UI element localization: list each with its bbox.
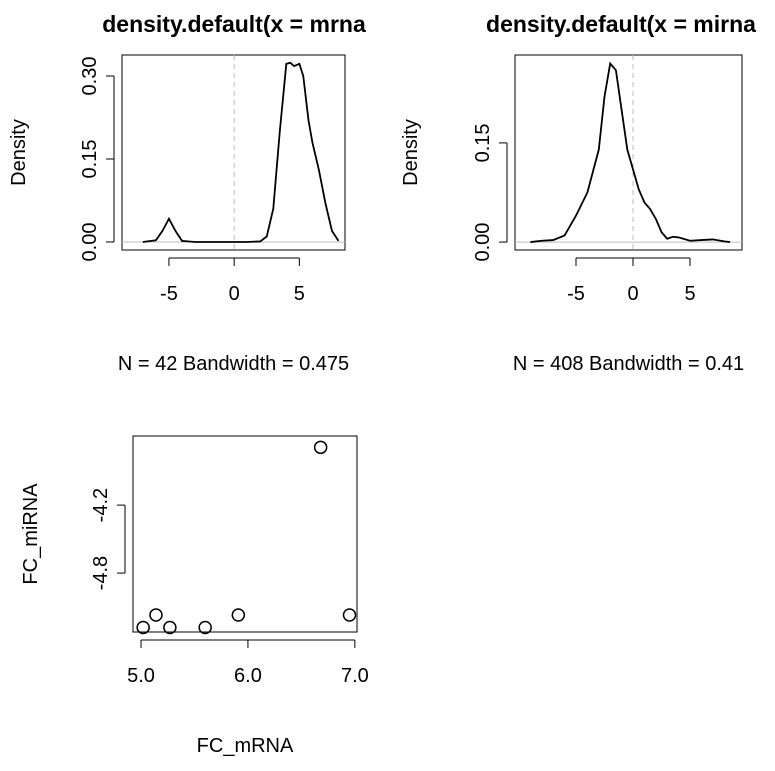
x-tick-label: 5.0 [127, 665, 155, 687]
density-line [142, 61, 340, 243]
point [149, 608, 163, 622]
plot-box [121, 54, 346, 251]
x-tick-label: 0 [229, 283, 240, 305]
panel: density.default(x = mrna N = 42 Bandwidth… [8, 11, 366, 375]
panel: density.default(x = mirna N = 408 Bandwid… [400, 11, 756, 375]
point [313, 440, 328, 455]
x-tick-label: 6.0 [234, 665, 262, 687]
x-tick-label: -5 [160, 283, 178, 305]
point [136, 620, 150, 635]
y-axis-label: Density [400, 119, 422, 186]
panel: FC_mRNA FC_miRNA 5.0 6.0 7.0 -4.2 -4.8 [20, 435, 369, 757]
y-tick-label: 0.15 [472, 123, 494, 162]
x-tick-label: 5 [684, 283, 695, 305]
chart-title: density.default(x = mirna [486, 11, 756, 37]
y-axis-label: FC_miRNA [20, 483, 42, 585]
y-tick-label: 0.00 [472, 223, 494, 262]
subtitle: N = 42 Bandwidth = 0.475 [118, 353, 349, 375]
x-tick-label: 0 [627, 283, 638, 305]
y-tick-label: 0.15 [79, 140, 101, 179]
point [198, 620, 212, 635]
x-tick-label: 5 [294, 283, 305, 305]
point [342, 608, 357, 622]
subtitle: N = 408 Bandwidth = 0.41 [513, 353, 744, 375]
point [231, 608, 246, 622]
y-tick-label: -4.8 [90, 556, 112, 590]
density-line [530, 61, 731, 243]
y-tick-label: 0.30 [79, 57, 101, 96]
y-tick-label: 0.00 [79, 223, 101, 262]
x-axis-label: FC_mRNA [197, 735, 294, 757]
plot-box [132, 435, 358, 633]
point [163, 620, 177, 635]
y-axis-label: Density [8, 119, 30, 186]
plot-box [514, 54, 743, 251]
x-tick-label: -5 [567, 283, 585, 305]
x-tick-label: 7.0 [341, 665, 369, 687]
chart-title: density.default(x = mrna [102, 11, 366, 37]
y-tick-label: -4.2 [90, 488, 112, 522]
